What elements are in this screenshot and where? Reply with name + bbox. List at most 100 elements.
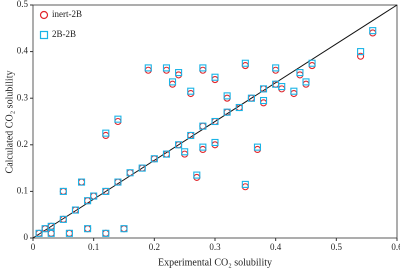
point [175,141,183,149]
point [102,229,110,237]
point [235,103,243,112]
point [241,59,249,67]
point [71,206,80,214]
point [259,99,268,107]
point [199,145,207,154]
point [126,169,134,177]
point [90,192,98,200]
point [35,229,43,237]
y-tick-label: 0.4 [17,46,29,56]
point [181,150,189,158]
point [77,178,86,186]
point [272,64,280,72]
legend-label: 2B-2B [52,29,76,39]
y-tick-label: 0 [24,232,29,242]
point [84,225,92,233]
point [357,52,365,60]
x-tick-label: 0.2 [149,242,160,252]
point [77,178,86,186]
point [199,122,207,130]
point [138,164,146,172]
point [278,85,286,93]
x-axis-label: Experimental CO₂ solubility [158,257,272,268]
point [223,108,231,116]
point [308,59,316,67]
point [369,27,377,35]
point [223,94,231,102]
point [162,150,171,158]
point [278,83,286,91]
point [168,80,177,88]
point [47,229,55,237]
point [211,141,219,149]
point [175,71,183,79]
point [199,143,207,151]
point [187,89,195,98]
point [187,131,195,140]
x-tick-label: 0.6 [391,242,400,252]
point [290,89,298,98]
point [102,131,110,140]
point [47,222,55,230]
point [47,229,55,237]
point [59,215,67,223]
point [290,87,298,95]
y-tick-label: 0.5 [17,0,29,9]
x-tick-label: 0.3 [209,242,221,252]
point [296,69,304,77]
point [241,183,249,191]
point [114,178,122,186]
point [302,78,310,86]
legend-marker [39,10,49,20]
point [247,94,255,102]
point [241,180,249,188]
point [59,187,67,195]
point [150,155,158,163]
point [211,117,219,126]
point [181,148,189,156]
point [193,173,201,181]
point [253,143,262,151]
point [211,73,219,81]
point [296,71,304,79]
y-tick-label: 0.3 [17,92,29,102]
legend-marker [39,30,49,40]
point [175,69,183,77]
point [223,92,231,100]
point [102,187,110,195]
point [90,192,98,200]
y-axis-label: Calculated CO₂ solubility [4,71,15,174]
y-tick-label: 0.2 [17,139,28,149]
point [84,197,92,205]
point [272,66,280,74]
reference-line [32,4,398,239]
y-tick-label: 0.1 [17,185,28,195]
point [144,66,152,74]
point [162,64,171,72]
point [114,117,122,126]
point [308,62,316,70]
point [168,78,177,86]
point [302,80,310,88]
point [114,115,122,123]
point [211,76,219,84]
point [199,64,207,72]
point [162,66,171,74]
point [102,129,110,137]
point [259,85,268,93]
point [65,229,73,237]
x-tick-label: 0.5 [331,242,343,252]
point [144,64,152,72]
point [259,96,268,105]
point [199,66,207,74]
point [102,229,110,237]
point [120,225,128,233]
point [126,169,134,177]
point [65,229,73,237]
point [253,145,262,154]
point [120,225,128,233]
point [199,122,207,130]
x-tick-label: 0 [31,242,36,252]
point [369,29,377,37]
point [357,48,365,56]
